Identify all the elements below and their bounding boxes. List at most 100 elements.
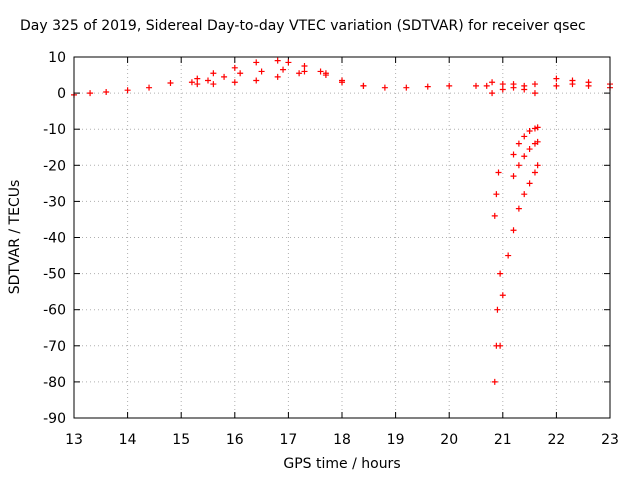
data-point [493, 342, 500, 349]
data-point [87, 90, 94, 97]
data-point [534, 162, 541, 169]
data-point [221, 73, 228, 80]
data-point [322, 70, 329, 77]
data-point [521, 86, 528, 93]
series-arc-e [499, 81, 538, 93]
data-point [505, 252, 512, 259]
y-tick-label: -70 [43, 339, 66, 355]
data-point [301, 63, 308, 70]
data-point [231, 64, 238, 71]
data-point [489, 90, 496, 97]
data-point [515, 140, 522, 147]
y-tick-label: 0 [57, 86, 66, 102]
series-arc-j [510, 138, 541, 180]
data-point [124, 87, 131, 94]
x-tick-label: 22 [547, 432, 565, 448]
data-point [531, 169, 538, 176]
data-point [253, 59, 260, 66]
data-point [569, 81, 576, 88]
data-point [497, 270, 504, 277]
data-point [499, 292, 506, 299]
data-point [285, 59, 292, 66]
x-tick-label: 23 [601, 432, 619, 448]
series-arc-c [194, 57, 367, 89]
data-point [274, 57, 281, 64]
data-point [531, 90, 538, 97]
x-axis-label: GPS time / hours [283, 456, 401, 472]
data-point [103, 89, 110, 96]
y-tick-label: -20 [43, 158, 66, 174]
data-point [258, 68, 265, 75]
data-point [381, 84, 388, 91]
y-tick-label: -60 [43, 303, 66, 319]
data-point [494, 306, 501, 313]
x-tick-label: 21 [494, 432, 512, 448]
data-point [424, 83, 431, 90]
data-point [521, 133, 528, 140]
data-point [403, 84, 410, 91]
y-tick-label: -10 [43, 122, 66, 138]
data-point [495, 169, 502, 176]
data-point [301, 68, 308, 75]
data-point [317, 68, 324, 75]
x-tick-label: 14 [119, 432, 137, 448]
grid [74, 57, 610, 418]
data-point [553, 82, 560, 89]
data-point [510, 173, 517, 180]
data-point [499, 81, 506, 88]
data-point [237, 70, 244, 77]
data-point [274, 73, 281, 80]
series-arc-n [483, 79, 496, 97]
x-tick-label: 17 [279, 432, 297, 448]
data-point [510, 227, 517, 234]
data-point [510, 81, 517, 88]
series-arc-m [491, 169, 502, 219]
data-point [534, 124, 541, 131]
series-arc-d [194, 68, 324, 88]
series-arc-k [497, 162, 541, 349]
data-point [510, 151, 517, 158]
y-tick-label: -80 [43, 375, 66, 391]
data-point [493, 191, 500, 198]
data-point [296, 70, 303, 77]
y-tick-label: -30 [43, 194, 66, 210]
data-point [553, 75, 560, 82]
series-arc-a [71, 79, 174, 98]
data-point [526, 128, 533, 135]
x-tick-label: 15 [172, 432, 190, 448]
y-tick-label: -50 [43, 267, 66, 283]
data-point [515, 162, 522, 169]
data-point [491, 212, 498, 219]
series-arc-h [553, 81, 613, 91]
data-point [194, 75, 201, 82]
series-arc-g [553, 75, 613, 88]
x-tick-label: 13 [65, 432, 83, 448]
data-point [585, 82, 592, 89]
y-tick-label: 10 [48, 50, 66, 66]
data-point [521, 191, 528, 198]
data-point [534, 138, 541, 145]
data-point [280, 66, 287, 73]
data-point [526, 146, 533, 153]
chart-title: Day 325 of 2019, Sidereal Day-to-day VTE… [20, 18, 586, 34]
data-point [210, 81, 217, 88]
data-point [499, 86, 506, 93]
data-point [515, 205, 522, 212]
axis-ticks: 13 14 15 16 17 18 19 20 21 22 23 10 0 -10 -20 -30 -40 -50… [43, 50, 619, 448]
x-tick-label: 18 [333, 432, 351, 448]
data-point [339, 77, 345, 84]
data-point [194, 81, 201, 88]
data-points [71, 57, 613, 385]
y-tick-label: -90 [43, 411, 66, 427]
data-point [531, 125, 538, 132]
data-point [521, 153, 528, 160]
data-point [491, 378, 498, 385]
y-tick-label: -40 [43, 231, 66, 247]
series-arc-l [491, 270, 504, 385]
data-point [446, 82, 453, 89]
data-point [231, 79, 238, 86]
x-tick-label: 20 [440, 432, 458, 448]
x-tick-label: 19 [387, 432, 405, 448]
series-arc-i [510, 124, 541, 158]
